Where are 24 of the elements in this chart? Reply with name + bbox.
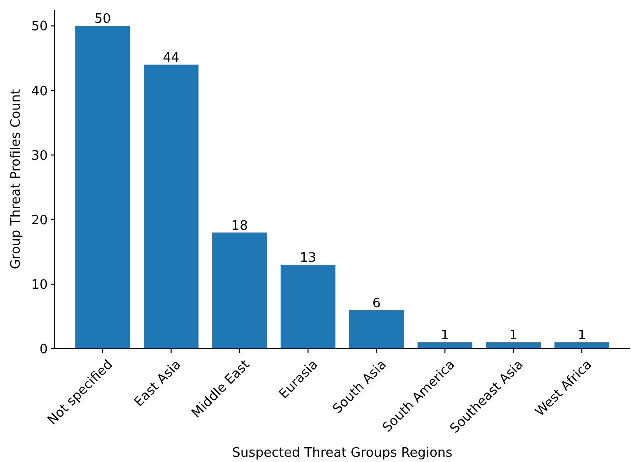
data-label: 1 (441, 328, 450, 344)
data-label: 13 (300, 251, 317, 266)
data-label: 18 (232, 218, 248, 234)
bar (144, 64, 199, 349)
y-tick-label: 0 (40, 342, 48, 358)
y-tick-label: 50 (31, 20, 48, 35)
y-tick-label: 40 (31, 84, 48, 100)
bar (418, 342, 473, 349)
data-label: 44 (163, 50, 180, 66)
y-tick-label: 20 (31, 213, 48, 228)
bar (554, 342, 610, 349)
data-label: 1 (509, 328, 518, 344)
y-axis-title: Group Threat Profiles Count (9, 89, 24, 270)
bar (76, 26, 130, 349)
bar (280, 265, 336, 349)
y-tick-label: 10 (31, 278, 48, 293)
bar (212, 232, 268, 349)
data-label: 1 (578, 328, 586, 344)
bar (349, 310, 404, 349)
bar (486, 342, 542, 349)
x-axis-title: Suspected Threat Groups Regions (232, 446, 453, 461)
data-label: 6 (372, 296, 381, 312)
data-label: 50 (94, 12, 112, 28)
y-tick-label: 30 (31, 148, 48, 164)
